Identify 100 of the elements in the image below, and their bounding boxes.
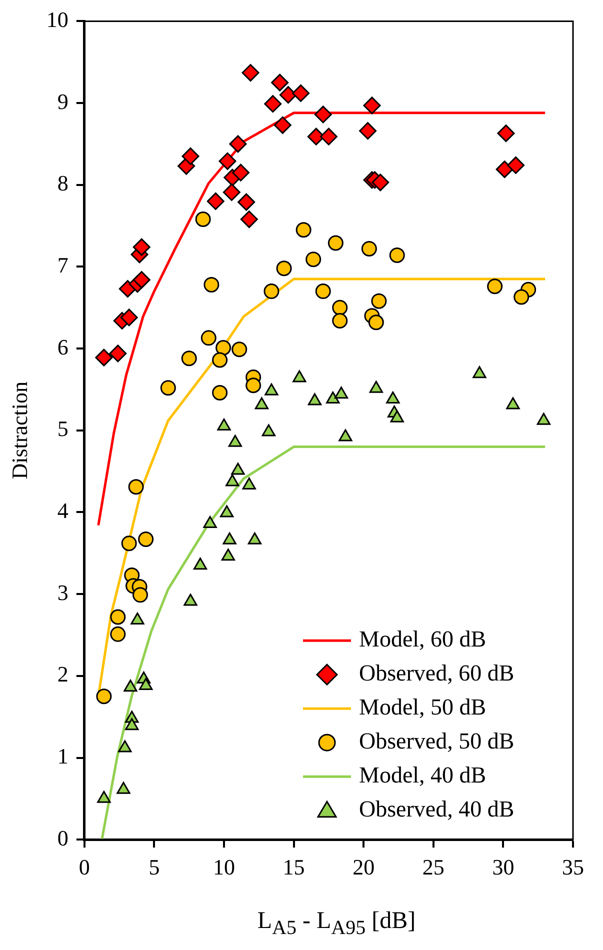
x-tick-label: 10 bbox=[213, 854, 235, 880]
point bbox=[314, 106, 332, 124]
point bbox=[228, 434, 242, 447]
point bbox=[221, 548, 235, 561]
point bbox=[369, 380, 383, 393]
point bbox=[222, 532, 236, 544]
legend-label: Model, 60 dB bbox=[359, 626, 486, 652]
point bbox=[128, 479, 144, 495]
point bbox=[130, 612, 144, 625]
point bbox=[212, 352, 228, 368]
point bbox=[315, 284, 331, 300]
point bbox=[203, 516, 217, 528]
point bbox=[132, 238, 150, 256]
point bbox=[116, 782, 130, 794]
y-tick-label: 1 bbox=[57, 744, 68, 769]
y-tick-label: 0 bbox=[57, 825, 68, 850]
point bbox=[271, 74, 289, 92]
point bbox=[536, 412, 550, 425]
point bbox=[242, 64, 260, 82]
legend-label: Model, 50 dB bbox=[359, 694, 486, 720]
y-tick-label: 9 bbox=[57, 88, 68, 114]
point bbox=[118, 740, 132, 752]
x-tick-label: 35 bbox=[562, 854, 584, 880]
point bbox=[306, 252, 322, 268]
point bbox=[95, 348, 113, 366]
point bbox=[332, 300, 348, 316]
point bbox=[110, 626, 126, 642]
point bbox=[229, 135, 247, 153]
point bbox=[506, 397, 520, 410]
legend-label: Model, 40 dB bbox=[359, 762, 486, 788]
point bbox=[222, 183, 240, 201]
point bbox=[216, 340, 232, 356]
point bbox=[218, 152, 236, 170]
point bbox=[226, 474, 240, 486]
point bbox=[361, 240, 377, 256]
point bbox=[274, 116, 292, 134]
point bbox=[232, 342, 248, 358]
point bbox=[248, 532, 262, 544]
y-tick-label: 6 bbox=[57, 334, 68, 360]
point bbox=[296, 222, 312, 238]
point bbox=[334, 386, 348, 399]
point bbox=[292, 370, 306, 382]
point bbox=[326, 392, 340, 404]
point bbox=[262, 424, 276, 436]
point bbox=[184, 594, 198, 606]
point bbox=[195, 212, 211, 228]
point bbox=[487, 278, 503, 294]
point bbox=[193, 558, 208, 570]
point bbox=[97, 790, 111, 803]
point bbox=[160, 380, 176, 396]
point bbox=[110, 609, 126, 625]
point bbox=[204, 276, 220, 292]
point bbox=[217, 418, 231, 431]
point bbox=[264, 383, 278, 396]
y-tick-label: 2 bbox=[57, 662, 68, 687]
point bbox=[121, 536, 137, 552]
point bbox=[514, 289, 530, 305]
x-axis-title: L$_{A5}$ - L$_{A95}$ [dB] bbox=[256, 908, 417, 940]
x-tick-label: 15 bbox=[282, 854, 305, 880]
point bbox=[231, 462, 245, 475]
point bbox=[371, 293, 387, 309]
point bbox=[200, 330, 216, 346]
point bbox=[242, 477, 256, 490]
point bbox=[109, 344, 127, 362]
point bbox=[232, 164, 250, 182]
point bbox=[264, 284, 280, 300]
point bbox=[264, 95, 282, 113]
legend-label: Observed, 60 dB bbox=[359, 660, 514, 686]
y-tick-label: 10 bbox=[46, 6, 68, 32]
point bbox=[254, 397, 269, 410]
point bbox=[279, 86, 297, 104]
legend-label: Observed, 50 dB bbox=[359, 728, 514, 754]
point bbox=[372, 174, 390, 192]
point bbox=[320, 128, 338, 146]
x-tick-label: 5 bbox=[148, 854, 160, 880]
point bbox=[139, 678, 153, 690]
point bbox=[125, 718, 139, 730]
x-tick-label: 0 bbox=[78, 854, 90, 880]
point bbox=[132, 271, 150, 289]
point bbox=[308, 393, 322, 406]
point bbox=[332, 312, 348, 328]
x-tick-label: 20 bbox=[352, 854, 375, 880]
y-axis-title: Distraction bbox=[6, 382, 32, 480]
x-tick-label: 30 bbox=[492, 854, 514, 880]
y-tick-label: 3 bbox=[57, 580, 68, 605]
point bbox=[368, 314, 384, 330]
y-tick-label: 8 bbox=[57, 170, 68, 196]
point bbox=[212, 385, 228, 401]
point bbox=[132, 587, 148, 603]
point bbox=[363, 96, 381, 114]
point bbox=[496, 160, 514, 178]
point bbox=[206, 192, 224, 210]
point bbox=[124, 680, 138, 692]
point bbox=[359, 122, 377, 140]
y-tick-label: 7 bbox=[57, 252, 68, 278]
point bbox=[497, 124, 515, 142]
point bbox=[386, 392, 400, 404]
x-tick-label: 25 bbox=[422, 854, 444, 880]
y-tick-label: 4 bbox=[57, 498, 68, 524]
point bbox=[181, 350, 197, 366]
